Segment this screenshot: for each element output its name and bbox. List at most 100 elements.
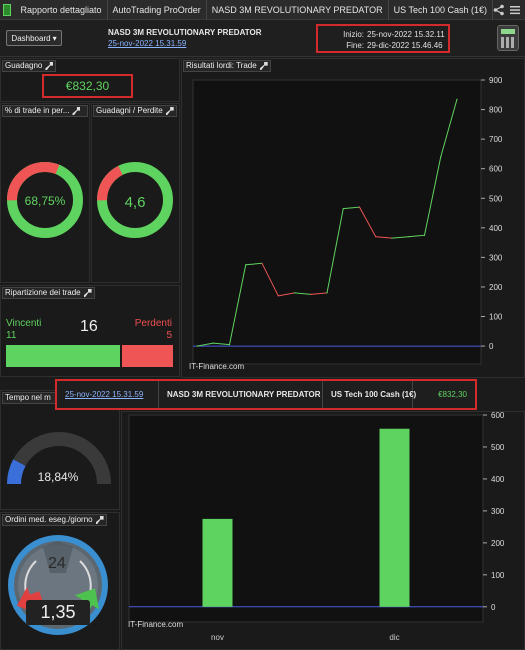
- line-segment: [408, 234, 425, 238]
- losers-bar: [122, 345, 173, 367]
- calculator-icon[interactable]: [497, 25, 519, 51]
- tab-instrument[interactable]: US Tech 100 Cash (1€): [389, 0, 493, 20]
- wrench-icon[interactable]: [165, 107, 174, 115]
- line-segment: [359, 206, 377, 237]
- losers-label: Perdenti: [134, 318, 172, 329]
- total-trades: 16: [80, 318, 98, 335]
- data-point: [375, 236, 377, 238]
- gain-title-text: Guadagno: [5, 61, 43, 70]
- strategy-name: NASD 3M REVOLUTIONARY PREDATOR: [108, 28, 262, 37]
- win-rate-donut: [7, 162, 84, 238]
- line-segment: [343, 206, 360, 210]
- wrench-icon[interactable]: [95, 516, 104, 524]
- data-point: [423, 234, 426, 236]
- info-date-link[interactable]: 25-nov-2022 15.31.59: [57, 381, 159, 408]
- time-panel-title: Tempo nel m: [2, 392, 56, 404]
- y-tick-label: 200: [491, 539, 505, 548]
- report-header: Dashboard ▾ NASD 3M REVOLUTIONARY PREDAT…: [0, 20, 525, 57]
- start-value: 25-nov-2022 15.32.11: [367, 30, 445, 39]
- data-point: [212, 342, 214, 344]
- breakdown-title-text: Ripartizione dei trade: [5, 288, 81, 297]
- orders-title-text: Ordini med. eseg./giorno: [5, 515, 93, 524]
- ratio-value: 4,6: [124, 194, 146, 211]
- data-point: [228, 344, 231, 346]
- time-gauge: [7, 432, 111, 485]
- chart-watermark-top: IT-Finance.com: [189, 362, 245, 371]
- gross-title-text: Risultati lordi: Trade: [186, 61, 257, 70]
- ratio-donut: [97, 162, 173, 238]
- data-point: [391, 237, 393, 239]
- tab-autotrading[interactable]: AutoTrading ProOrder: [108, 0, 207, 20]
- wrench-icon[interactable]: [45, 62, 54, 70]
- x-tick-label: nov: [211, 633, 224, 642]
- ratio-title-text: Guadagni / Perdite: [96, 106, 163, 115]
- plot-area: [128, 414, 484, 623]
- y-tick-label: 400: [491, 475, 505, 484]
- y-tick-label: 900: [489, 76, 503, 85]
- time-title-text: Tempo nel m: [5, 393, 51, 402]
- strategy-info-strip: 25-nov-2022 15.31.59 NASD 3M REVOLUTIONA…: [55, 379, 477, 410]
- winners-block: Vincenti 11: [6, 318, 41, 342]
- info-gain: €832,30: [438, 390, 467, 399]
- end-value: 29-dic-2022 15.46.46: [367, 41, 443, 50]
- data-point: [407, 236, 409, 238]
- orders-panel-title: Ordini med. eseg./giorno: [2, 514, 107, 526]
- share-icon[interactable]: [493, 2, 505, 18]
- data-point: [293, 292, 296, 294]
- y-tick-label: 300: [491, 507, 505, 516]
- line-segment: [391, 236, 409, 239]
- win-rate-title-text: % di trade in per...: [5, 106, 70, 115]
- clock-hours-label: 24: [48, 555, 66, 572]
- avg-orders-value: 1,35: [26, 600, 90, 625]
- losers-count: 5: [166, 330, 172, 341]
- start-label: Inizio:: [343, 30, 364, 39]
- wrench-icon[interactable]: [259, 62, 268, 70]
- dashboard-label: Dashboard: [11, 33, 51, 43]
- tab-strategy[interactable]: NASD 3M REVOLUTIONARY PREDATOR: [207, 0, 389, 20]
- gain-value: €832,30: [42, 74, 133, 98]
- line-segment: [278, 292, 295, 297]
- info-instrument: US Tech 100 Cash (1€): [323, 381, 416, 408]
- gain-panel-title: Guadagno: [2, 60, 57, 72]
- line-segment: [213, 342, 230, 346]
- bar-dic: [379, 428, 410, 607]
- plot-area: [192, 79, 482, 365]
- app-logo-icon: [3, 3, 12, 16]
- line-segment: [326, 208, 344, 293]
- period-box: Inizio: 25-nov-2022 15.32.11 Fine: 29-dic-…: [316, 24, 450, 53]
- y-tick-label: 500: [491, 443, 505, 452]
- winners-label: Vincenti: [6, 318, 42, 329]
- line-segment: [229, 264, 247, 345]
- line-segment: [261, 263, 279, 297]
- info-strategy: NASD 3M REVOLUTIONARY PREDATOR: [159, 381, 323, 408]
- tab-detailed-report[interactable]: Rapporto dettagliato: [15, 0, 108, 20]
- y-tick-label: 200: [489, 283, 503, 292]
- data-point: [440, 156, 442, 158]
- gross-results-title: Risultati lordi: Trade: [183, 60, 271, 72]
- losers-block: Perdenti 5: [130, 318, 172, 342]
- line-segment: [196, 342, 214, 347]
- menu-icon[interactable]: [509, 2, 521, 18]
- data-point: [326, 292, 328, 294]
- data-point: [261, 262, 263, 264]
- chevron-down-icon: ▾: [52, 33, 57, 43]
- wrench-icon[interactable]: [83, 289, 92, 297]
- strategy-date-link[interactable]: 25-nov-2022 15.31.59: [108, 39, 187, 48]
- data-point: [310, 293, 312, 295]
- dashboard-dropdown[interactable]: Dashboard ▾: [6, 30, 62, 46]
- data-point: [456, 98, 458, 100]
- time-in-market-value: 18,84%: [37, 470, 79, 484]
- data-point: [245, 264, 247, 266]
- data-point: [277, 295, 279, 297]
- gross-results-chart: 0 100 200 300 400 500 600 700 800 900: [192, 76, 503, 365]
- bar-nov: [202, 518, 233, 607]
- chart-watermark-bottom: IT-Finance.com: [128, 620, 184, 629]
- win-rate-panel-title: % di trade in per...: [2, 105, 88, 117]
- wrench-icon[interactable]: [72, 107, 81, 115]
- y-tick-label: 100: [491, 571, 505, 580]
- win-rate-value: 68,75%: [24, 194, 66, 208]
- line-segment: [440, 99, 458, 158]
- line-segment: [310, 292, 328, 295]
- x-tick-label: dic: [389, 633, 399, 642]
